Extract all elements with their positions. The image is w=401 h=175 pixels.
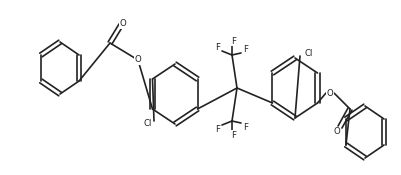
Text: F: F: [231, 37, 236, 46]
Text: O: O: [333, 128, 340, 136]
Text: F: F: [215, 124, 220, 134]
Text: F: F: [243, 122, 248, 131]
Text: F: F: [243, 44, 248, 54]
Text: F: F: [231, 131, 236, 139]
Text: O: O: [134, 55, 141, 65]
Text: Cl: Cl: [144, 120, 152, 128]
Text: O: O: [119, 19, 126, 29]
Text: F: F: [215, 43, 220, 51]
Text: Cl: Cl: [304, 48, 313, 58]
Text: O: O: [326, 89, 332, 97]
